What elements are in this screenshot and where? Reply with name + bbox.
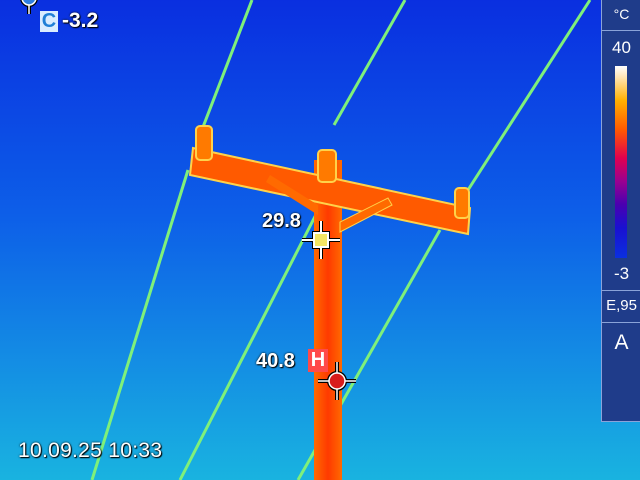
- temperature-unit: °C: [613, 6, 630, 22]
- palette-panel: °C 40 -3 E,95 A: [601, 0, 640, 422]
- utility-pole: [188, 125, 472, 480]
- cold-spot-value: -3.2: [62, 9, 99, 32]
- emissivity-label: E,95: [606, 297, 637, 314]
- panel-divider: [602, 322, 640, 323]
- hot-spot-value: 40.8: [256, 350, 295, 372]
- hot-spot-crosshair-icon: [318, 362, 356, 400]
- range-mode-button[interactable]: A: [614, 331, 629, 354]
- cold-spot-crosshair-icon: [20, 0, 38, 14]
- panel-divider: [602, 30, 640, 31]
- panel-divider: [602, 290, 640, 291]
- center-spot-value: 29.8: [262, 210, 301, 232]
- scale-max-label: 40: [612, 38, 631, 57]
- color-scale-bar: [615, 66, 627, 258]
- capture-timestamp: 10.09.25 10:33: [18, 439, 163, 462]
- scale-min-label: -3: [613, 264, 630, 283]
- cold-spot-badge: C: [40, 10, 58, 32]
- hot-spot-badge: H: [308, 349, 328, 372]
